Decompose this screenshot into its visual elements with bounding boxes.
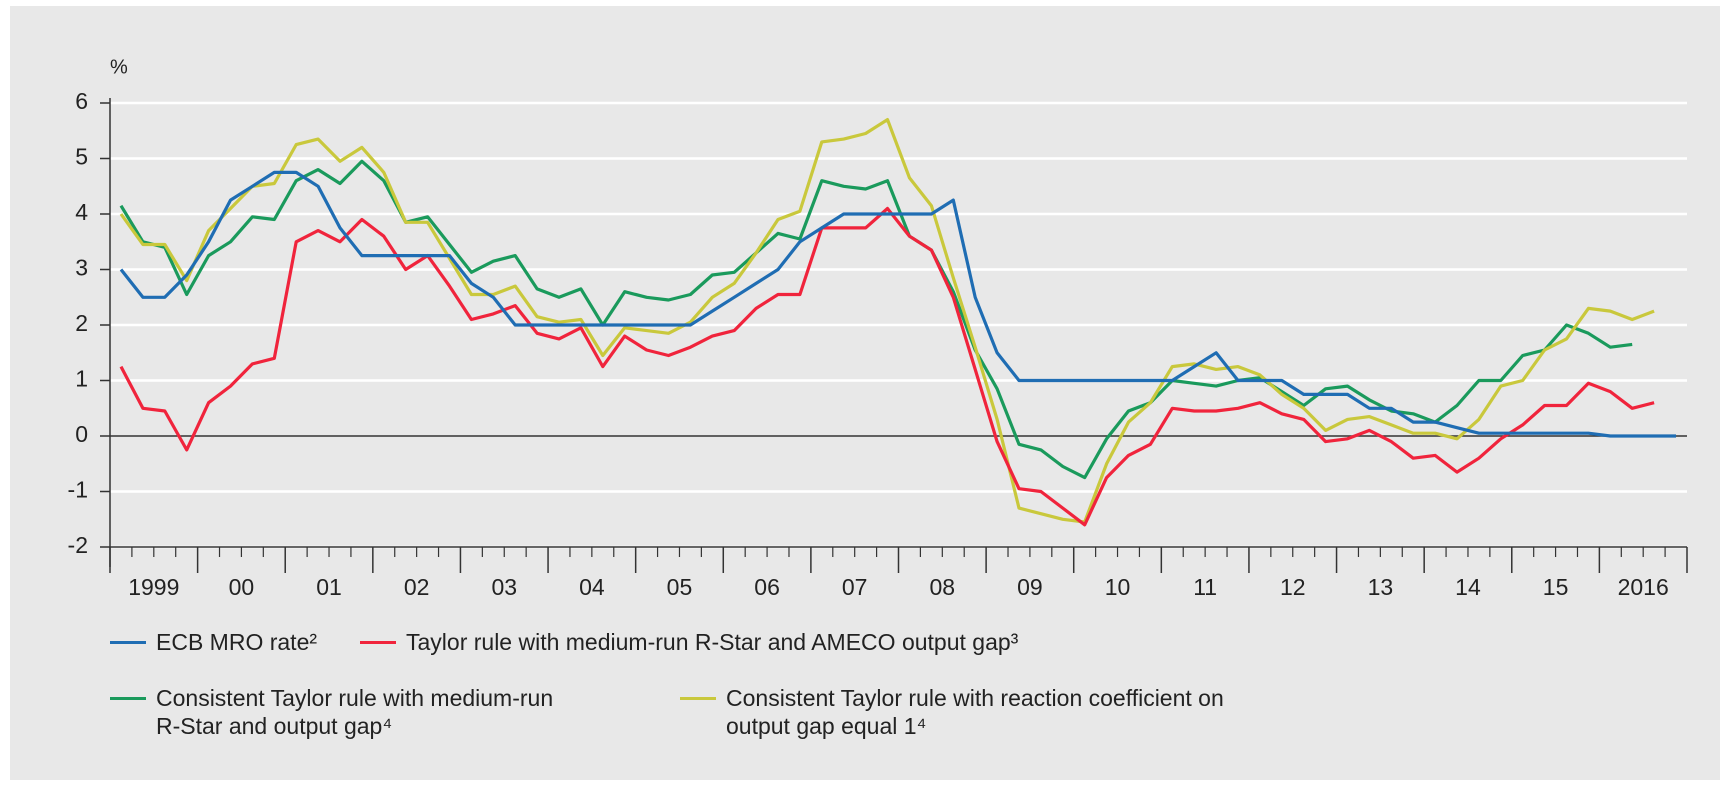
legend-swatch <box>680 697 716 700</box>
x-tick-label: 05 <box>667 574 693 600</box>
x-tick-label: 15 <box>1543 574 1569 600</box>
x-tick-label: 1999 <box>128 574 179 600</box>
x-tick-label: 03 <box>491 574 517 600</box>
x-tick-label: 07 <box>842 574 868 600</box>
x-tick-label: 06 <box>754 574 780 600</box>
y-axis-label: % <box>110 56 128 78</box>
y-tick-label: 4 <box>75 199 88 225</box>
x-tick-label: 09 <box>1017 574 1043 600</box>
y-tick-label: -1 <box>68 477 88 503</box>
x-tick-label: 04 <box>579 574 605 600</box>
legend-swatch <box>360 641 396 644</box>
legend-swatch <box>110 641 146 644</box>
y-tick-label: 2 <box>75 310 88 336</box>
x-tick-label: 10 <box>1105 574 1131 600</box>
legend-label: Taylor rule with medium-run R-Star and A… <box>406 629 1019 655</box>
x-tick-label: 12 <box>1280 574 1306 600</box>
y-tick-label: 1 <box>75 366 88 392</box>
legend-item: Consistent Taylor rule with reaction coe… <box>680 684 1240 740</box>
y-tick-label: 0 <box>75 421 88 447</box>
x-tick-label: 2016 <box>1618 574 1669 600</box>
legend-item: ECB MRO rate² <box>110 628 370 656</box>
x-tick-label: 01 <box>316 574 342 600</box>
y-tick-label: 3 <box>75 255 88 281</box>
y-tick-label: 5 <box>75 144 88 170</box>
x-tick-label: 11 <box>1193 574 1217 600</box>
legend-item: Consistent Taylor rule with medium-run R… <box>110 684 580 740</box>
x-tick-label: 13 <box>1368 574 1394 600</box>
legend-label: Consistent Taylor rule with reaction coe… <box>726 685 1224 739</box>
legend-label: ECB MRO rate² <box>156 629 318 655</box>
legend-item: Taylor rule with medium-run R-Star and A… <box>360 628 1260 656</box>
y-tick-label: -2 <box>68 532 88 558</box>
series-line <box>119 206 1655 527</box>
series-line <box>119 170 1676 438</box>
x-tick-label: 08 <box>930 574 956 600</box>
legend-label: Consistent Taylor rule with medium-run R… <box>156 685 554 739</box>
x-tick-label: 02 <box>404 574 430 600</box>
y-tick-label: 6 <box>75 88 88 114</box>
series-line <box>119 159 1633 480</box>
x-tick-label: 14 <box>1455 574 1481 600</box>
series-line <box>119 118 1655 524</box>
legend-swatch <box>110 697 146 700</box>
x-tick-label: 00 <box>229 574 255 600</box>
